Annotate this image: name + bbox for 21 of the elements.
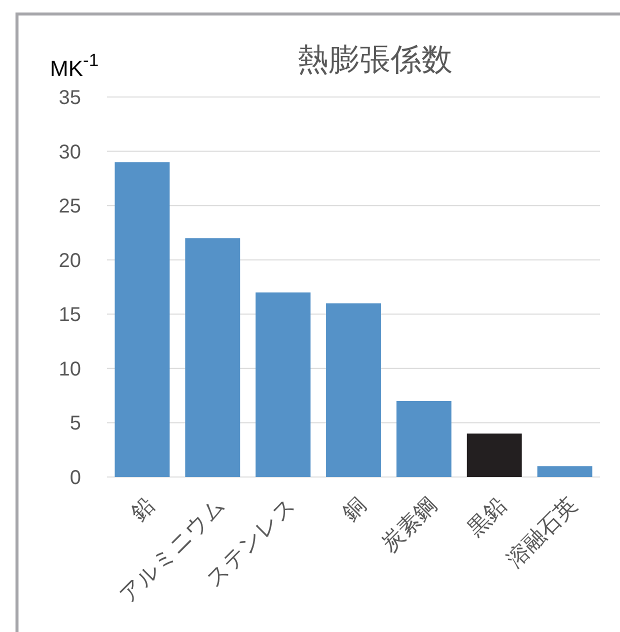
bar [326,303,381,477]
bar [114,162,170,477]
y-tick-label: 35 [58,87,81,109]
bar [396,401,452,477]
x-tick-label: 銅 [337,492,370,526]
y-axis-title: MK$^{-1}$ [50,50,99,81]
y-tick-label: 20 [58,250,81,272]
bar [537,466,592,477]
y-tick-label: 5 [70,412,81,435]
y-tick-label: 0 [70,467,81,489]
y-tick-label: 30 [58,141,81,164]
x-tick-label: 黒鉛 [462,492,512,542]
y-tick-label: 25 [58,196,81,218]
x-tick-label: 鉛 [126,492,160,526]
bar [185,238,240,477]
y-tick-label: 10 [58,358,81,380]
bar [466,434,522,477]
x-tick-label: 炭素鋼 [376,492,441,557]
y-tick-label: 15 [58,304,81,326]
chart-title: 熱膨張係数 [298,42,452,77]
bar [256,292,311,477]
